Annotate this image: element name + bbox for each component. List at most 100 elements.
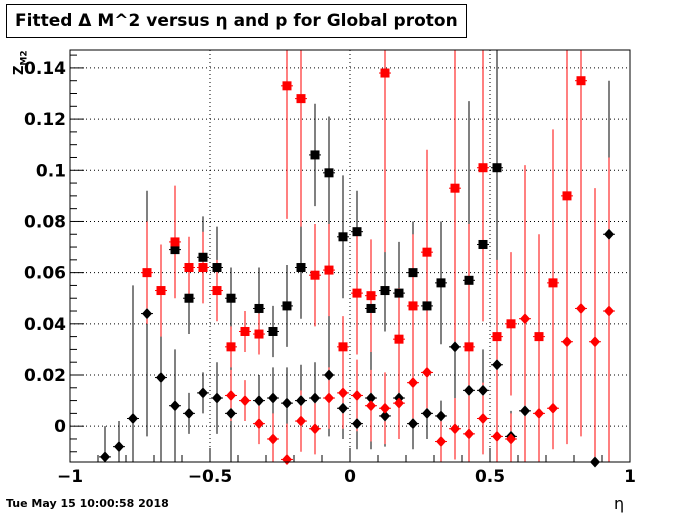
data-point-square: [268, 326, 278, 336]
data-point-square: [310, 150, 320, 160]
data-point-square: [142, 268, 152, 278]
data-point-square: [254, 329, 264, 339]
data-point-square: [422, 301, 432, 311]
y-axis-label-sub: M2: [19, 50, 30, 66]
y-tick-label: 0.02: [24, 366, 66, 386]
data-point-square: [562, 191, 572, 201]
data-point-square: [240, 326, 250, 336]
data-point-square: [450, 183, 460, 193]
data-point-square: [478, 163, 488, 173]
timestamp: Tue May 15 10:00:58 2018: [6, 497, 169, 510]
data-point-square: [380, 286, 390, 296]
data-point-diamond: [366, 392, 376, 404]
data-point-diamond: [240, 395, 250, 407]
data-point-diamond: [562, 336, 572, 348]
data-point-diamond: [604, 228, 614, 240]
data-point-diamond: [478, 412, 488, 424]
data-point-diamond: [128, 412, 138, 424]
data-point-diamond: [604, 305, 614, 317]
data-point-diamond: [450, 341, 460, 353]
data-point-diamond: [520, 405, 530, 417]
data-point-diamond: [534, 407, 544, 419]
data-point-diamond: [338, 402, 348, 414]
data-point-square: [338, 342, 348, 352]
data-point-diamond: [548, 402, 558, 414]
y-axis-label-main: Z: [12, 65, 27, 75]
chart-title: Fitted Δ M^2 versus η and p for Global p…: [6, 4, 467, 38]
data-point-diamond: [492, 359, 502, 371]
data-point-square: [464, 275, 474, 285]
data-point-diamond: [114, 441, 124, 453]
y-tick-label: 0.06: [24, 264, 66, 284]
data-point-diamond: [380, 410, 390, 422]
data-point-square: [534, 332, 544, 342]
data-point-square: [254, 303, 264, 313]
data-point-diamond: [282, 397, 292, 409]
data-point-diamond: [100, 451, 110, 463]
y-tick-label: 0.12: [24, 110, 66, 130]
grid: [69, 50, 631, 462]
data-point-diamond: [296, 395, 306, 407]
data-point-diamond: [464, 428, 474, 440]
data-point-diamond: [394, 397, 404, 409]
data-point-diamond: [184, 407, 194, 419]
data-point-diamond: [422, 407, 432, 419]
data-point-square: [170, 237, 180, 247]
data-point-square: [198, 252, 208, 262]
data-point-square: [422, 247, 432, 257]
data-point-diamond: [506, 433, 516, 445]
data-point-square: [156, 286, 166, 296]
data-point-square: [170, 245, 180, 255]
data-point-diamond: [436, 436, 446, 448]
data-point-square: [492, 332, 502, 342]
data-point-diamond: [170, 400, 180, 412]
data-point-square: [464, 342, 474, 352]
data-point-square: [436, 278, 446, 288]
data-point-square: [576, 76, 586, 86]
data-point-diamond: [310, 423, 320, 435]
data-point-square: [408, 301, 418, 311]
data-point-diamond: [422, 366, 432, 378]
x-tick-label: −0.5: [188, 467, 232, 487]
data-point-square: [226, 342, 236, 352]
data-point-diamond: [450, 423, 460, 435]
data-point-diamond: [310, 392, 320, 404]
data-point-diamond: [254, 395, 264, 407]
y-tick-label: 0.14: [24, 59, 66, 79]
data-point-diamond: [576, 302, 586, 314]
data-point-square: [366, 291, 376, 301]
x-axis-label: η: [614, 494, 625, 513]
y-axis-label: ZM2: [12, 50, 30, 75]
data-point-diamond: [198, 387, 208, 399]
data-point-square: [366, 303, 376, 313]
x-tick-label: 0.5: [475, 467, 505, 487]
data-point-square: [394, 288, 404, 298]
data-point-diamond: [408, 418, 418, 430]
data-point-square: [408, 268, 418, 278]
data-point-diamond: [226, 389, 236, 401]
data-point-square: [338, 232, 348, 242]
data-point-square: [296, 263, 306, 273]
data-point-diamond: [212, 392, 222, 404]
data-point-square: [282, 81, 292, 91]
data-point-diamond: [338, 387, 348, 399]
y-tick-label: 0.1: [36, 161, 66, 181]
data-point-square: [282, 301, 292, 311]
data-point-diamond: [296, 415, 306, 427]
y-tick-label: 0: [54, 417, 66, 437]
data-point-square: [198, 263, 208, 273]
data-point-square: [212, 286, 222, 296]
data-point-diamond: [324, 369, 334, 381]
data-point-diamond: [464, 384, 474, 396]
data-point-square: [226, 293, 236, 303]
data-point-square: [324, 168, 334, 178]
data-point-square: [324, 265, 334, 275]
data-point-square: [184, 263, 194, 273]
data-point-diamond: [142, 308, 152, 320]
data-point-diamond: [282, 453, 292, 465]
y-tick-label: 0.08: [24, 212, 66, 232]
x-tick-label: 0: [344, 467, 356, 487]
data-point-square: [492, 163, 502, 173]
plot-frame: [69, 49, 631, 463]
data-point-square: [352, 288, 362, 298]
